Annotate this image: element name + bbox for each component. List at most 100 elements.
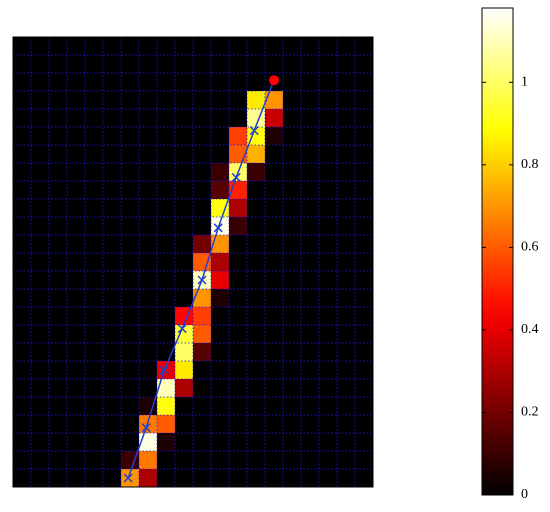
heat-cell xyxy=(283,109,302,128)
heat-cell xyxy=(301,289,320,308)
heat-cell xyxy=(265,37,284,56)
heat-cell xyxy=(283,451,302,470)
heat-cell xyxy=(85,361,104,380)
heat-cell xyxy=(121,379,140,398)
heat-cell xyxy=(31,235,50,254)
heat-cell xyxy=(49,343,68,362)
heat-cell xyxy=(49,145,68,164)
heat-cell xyxy=(157,37,176,56)
heat-cell xyxy=(301,271,320,290)
heat-cell xyxy=(211,181,230,200)
heat-cell xyxy=(247,415,266,434)
heat-cell xyxy=(49,271,68,290)
plot-frame xyxy=(12,36,374,488)
colorbar-tick-label: 0.4 xyxy=(521,322,539,337)
heat-cell xyxy=(31,307,50,326)
heat-cell xyxy=(175,181,194,200)
heat-cell xyxy=(49,37,68,56)
heat-cell xyxy=(211,145,230,164)
heat-cell xyxy=(139,109,158,128)
heat-cell xyxy=(301,433,320,452)
heat-cell xyxy=(139,217,158,236)
heat-cell xyxy=(193,433,212,452)
heat-cell xyxy=(139,91,158,110)
heat-cell xyxy=(103,55,122,74)
heat-cell xyxy=(157,415,176,434)
heat-cell xyxy=(13,469,32,488)
heat-cell xyxy=(85,73,104,92)
heat-cell xyxy=(85,451,104,470)
heat-cell xyxy=(49,379,68,398)
heat-cell xyxy=(193,253,212,272)
heat-cell xyxy=(85,469,104,488)
heat-cell xyxy=(175,217,194,236)
heat-cell xyxy=(355,271,374,290)
colorbar-tick-label: 0.2 xyxy=(521,405,539,420)
heat-cell xyxy=(67,379,86,398)
colorbar-tick-label: 0.8 xyxy=(521,157,539,172)
heat-cell xyxy=(85,109,104,128)
heat-cell xyxy=(319,469,338,488)
heat-cell xyxy=(175,343,194,362)
heat-cell xyxy=(355,289,374,308)
heat-cell xyxy=(355,451,374,470)
heat-cell xyxy=(283,55,302,74)
heat-cell xyxy=(283,325,302,344)
heat-cell xyxy=(67,217,86,236)
heat-cell xyxy=(49,55,68,74)
heat-cell xyxy=(13,217,32,236)
heat-cell xyxy=(337,361,356,380)
heat-cell xyxy=(13,361,32,380)
heat-cell xyxy=(139,127,158,146)
heat-cell xyxy=(67,271,86,290)
heat-cell xyxy=(121,307,140,326)
heat-cell xyxy=(265,163,284,182)
heat-cell xyxy=(121,343,140,362)
heat-cell xyxy=(247,55,266,74)
heat-cell xyxy=(85,37,104,56)
heat-cell xyxy=(355,433,374,452)
trajectory-marker xyxy=(177,324,187,334)
heat-cell xyxy=(247,397,266,416)
heat-cell xyxy=(301,217,320,236)
heat-cell xyxy=(301,343,320,362)
heat-cell xyxy=(211,199,230,218)
heat-cell xyxy=(265,289,284,308)
heat-cell xyxy=(193,361,212,380)
heat-cell xyxy=(247,163,266,182)
heat-cell xyxy=(337,397,356,416)
heat-cell xyxy=(193,145,212,164)
heat-cell xyxy=(265,145,284,164)
heat-cell xyxy=(229,451,248,470)
heat-cell xyxy=(85,199,104,218)
heat-cell xyxy=(229,469,248,488)
heat-cell xyxy=(49,235,68,254)
heat-cell xyxy=(229,199,248,218)
heat-cell xyxy=(283,253,302,272)
heat-cell xyxy=(319,289,338,308)
heat-cell xyxy=(121,181,140,200)
heat-cell xyxy=(355,379,374,398)
heat-cell xyxy=(175,325,194,344)
heat-cell xyxy=(355,55,374,74)
heat-cell xyxy=(139,325,158,344)
heat-cell xyxy=(355,91,374,110)
heat-cell xyxy=(229,37,248,56)
heat-cell xyxy=(31,217,50,236)
heat-cell xyxy=(67,55,86,74)
heat-cell xyxy=(31,55,50,74)
heat-cell xyxy=(229,253,248,272)
heat-cell xyxy=(103,415,122,434)
heat-cell xyxy=(193,181,212,200)
heat-cell xyxy=(85,253,104,272)
heat-cell xyxy=(121,361,140,380)
heat-cell xyxy=(229,415,248,434)
heat-cell xyxy=(301,199,320,218)
heat-cell xyxy=(337,145,356,164)
heat-cell xyxy=(175,289,194,308)
heat-cell xyxy=(265,109,284,128)
heat-cell xyxy=(211,289,230,308)
heat-cell xyxy=(13,163,32,182)
heat-cell xyxy=(67,289,86,308)
heat-cell xyxy=(157,271,176,290)
